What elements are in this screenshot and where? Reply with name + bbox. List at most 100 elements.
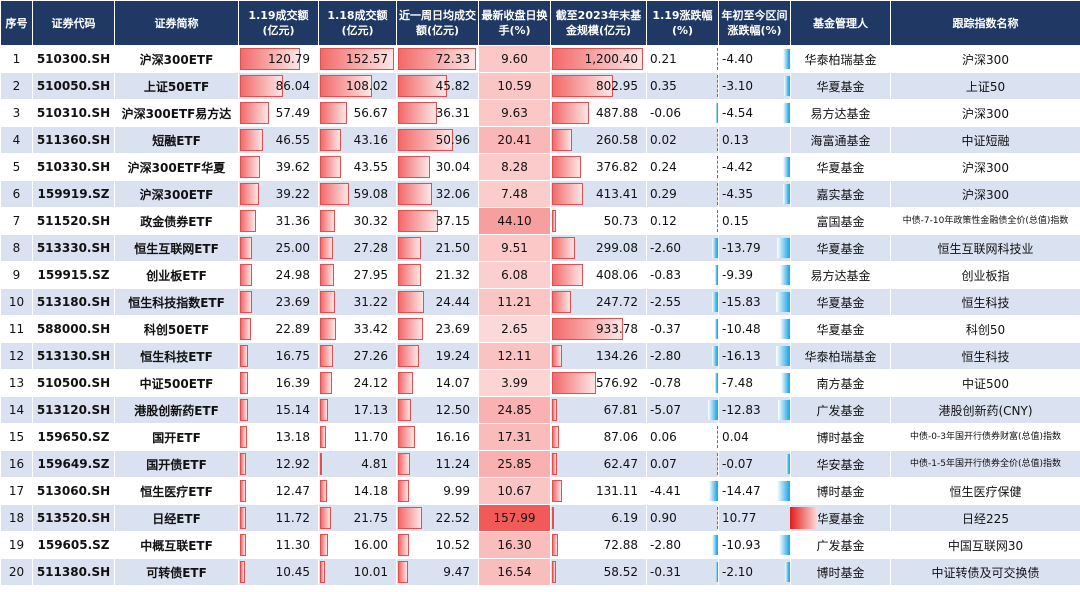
cell-value: 11.24: [435, 457, 470, 471]
data-bar: [240, 264, 253, 286]
table-row: 8 513330.SH 恒生互联网ETF 25.00 27.28 21.50 9.51 299…: [0, 234, 1080, 262]
cell-amt119: 39.62: [238, 153, 319, 181]
table-row: 18 513520.SH 日经ETF 11.72 21.75 22.52 157.99 6.1…: [0, 504, 1080, 532]
cell-value: 12.50: [435, 403, 470, 417]
cell-value: 413.41: [596, 187, 638, 201]
cell-value: 11.72: [275, 511, 310, 525]
cell-value: 260.58: [596, 133, 638, 147]
table-body: 1 510300.SH 沪深300ETF 120.79 152.57 72.33 9.60 1…: [0, 45, 1080, 586]
cell-scale: 87.06: [550, 423, 647, 451]
cell-value: 6.19: [611, 511, 638, 525]
negative-bar: [711, 346, 718, 366]
negative-bar: [776, 346, 790, 366]
cell-value: 57.49: [275, 106, 310, 120]
header-idx: 序号: [0, 0, 33, 46]
cell-amt119: 25.00: [238, 234, 319, 262]
cell-idx: 2: [0, 72, 33, 100]
data-bar: [552, 48, 644, 70]
cell-name: 恒生互联网ETF: [114, 234, 239, 262]
cell-value: 22.52: [435, 511, 470, 525]
cell-turnover: 9.60: [478, 45, 551, 73]
data-bar: [398, 75, 448, 97]
cell-amt118: 152.57: [318, 45, 397, 73]
cell-name: 可转债ETF: [114, 558, 239, 586]
cell-ytd: -15.83: [718, 288, 791, 316]
negative-bar: [778, 400, 790, 420]
data-bar: [398, 264, 421, 286]
cell-turnover: 25.85: [478, 450, 551, 478]
header-ytd: 年初至今区间涨跌幅(%): [718, 0, 791, 46]
cell-value: 30.32: [353, 214, 388, 228]
data-bar: [320, 183, 349, 205]
negative-bar: [709, 481, 718, 501]
cell-value: 45.82: [435, 79, 470, 93]
cell-value: -2.10: [722, 565, 754, 579]
cell-name: 创业板ETF: [114, 261, 239, 289]
cell-scale: 67.81: [550, 396, 647, 424]
negative-bar: [783, 103, 790, 123]
cell-value: 62.47: [603, 457, 638, 471]
negative-bar: [711, 238, 718, 258]
data-bar: [398, 453, 411, 475]
axis-line: [717, 426, 718, 448]
cell-chg119: -5.07: [646, 396, 719, 424]
cell-manager: 华夏基金: [790, 72, 891, 100]
negative-bar: [711, 535, 718, 555]
data-bar: [552, 372, 596, 394]
cell-idx: 10: [0, 288, 33, 316]
data-bar: [240, 156, 260, 178]
table-row: 15 159650.SZ 国开ETF 13.18 11.70 16.16 17.31 87.0…: [0, 423, 1080, 451]
cell-value: 0.13: [722, 133, 749, 147]
data-bar: [320, 48, 394, 70]
data-bar: [398, 507, 423, 529]
cell-idx: 1: [0, 45, 33, 73]
cell-turnover: 9.63: [478, 99, 551, 127]
cell-code: 510300.SH: [32, 45, 115, 73]
cell-amt118: 31.22: [318, 288, 397, 316]
negative-bar: [783, 49, 790, 69]
cell-value: -0.78: [650, 376, 682, 390]
cell-idx: 5: [0, 153, 33, 181]
cell-value: -4.40: [722, 52, 754, 66]
cell-value: 9.99: [443, 484, 470, 498]
data-bar: [552, 480, 562, 502]
cell-amt119: 120.79: [238, 45, 319, 73]
cell-value: 15.14: [275, 403, 310, 417]
negative-bar: [714, 373, 718, 393]
cell-value: 27.95: [353, 268, 388, 282]
table-row: 13 510500.SH 中证500ETF 16.39 24.12 14.07 3.99 57…: [0, 369, 1080, 397]
cell-amt119: 10.45: [238, 558, 319, 586]
cell-idx: 16: [0, 450, 33, 478]
cell-value: 30.04: [435, 160, 470, 174]
cell-turnover: 10.67: [478, 477, 551, 505]
cell-avgweek: 21.50: [396, 234, 479, 262]
table-row: 16 159649.SZ 国开债ETF 12.92 4.81 11.24 25.85 62.4…: [0, 450, 1080, 478]
cell-value: 72.33: [435, 52, 470, 66]
cell-value: 16.39: [275, 376, 310, 390]
cell-avgweek: 72.33: [396, 45, 479, 73]
cell-ytd: -4.54: [718, 99, 791, 127]
cell-ytd: 10.77: [718, 504, 818, 532]
cell-code: 159915.SZ: [32, 261, 115, 289]
cell-amt119: 22.89: [238, 315, 319, 343]
cell-ytd: -2.10: [718, 558, 791, 586]
cell-idx: 8: [0, 234, 33, 262]
header-index: 跟踪指数名称: [890, 0, 1080, 46]
cell-amt119: 13.18: [238, 423, 319, 451]
cell-turnover: 6.08: [478, 261, 551, 289]
data-bar: [398, 318, 424, 340]
cell-index: 沪深300: [890, 99, 1080, 127]
cell-name: 国开ETF: [114, 423, 239, 451]
data-bar: [552, 318, 623, 340]
cell-code: 513120.SH: [32, 396, 115, 424]
negative-bar: [777, 481, 790, 501]
cell-value: 487.88: [596, 106, 638, 120]
cell-scale: 933.78: [550, 315, 647, 343]
cell-value: 19.24: [435, 349, 470, 363]
cell-turnover: 2.65: [478, 315, 551, 343]
table-row: 14 513120.SH 港股创新药ETF 15.14 17.13 12.50 24.85 6…: [0, 396, 1080, 424]
data-bar: [398, 102, 438, 124]
cell-ytd: -4.40: [718, 45, 791, 73]
header-avgweek: 近一周日均成交额(亿元): [396, 0, 479, 46]
